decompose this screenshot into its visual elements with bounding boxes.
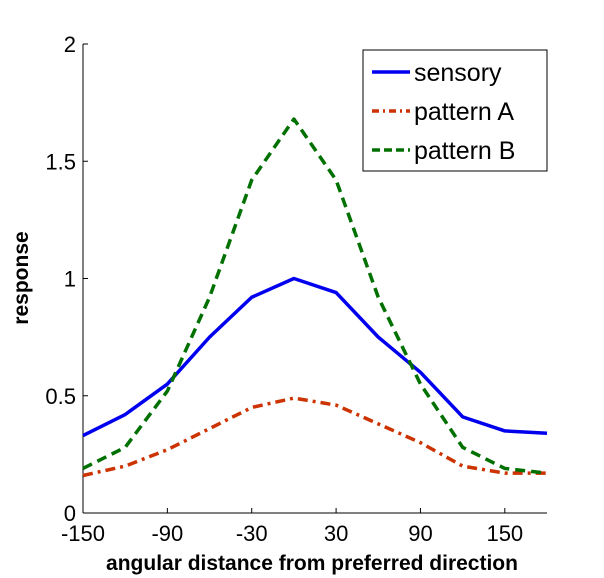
x-tick-label: -150 [61,521,105,546]
series-line-pattern-B [82,117,548,475]
x-tick-label: -30 [236,521,268,546]
y-tick-label: 1 [64,267,76,292]
x-tick-label: 30 [324,521,348,546]
y-tick-label: 0 [64,501,76,526]
y-tick-label: 2 [64,32,76,57]
series-line-sensory [82,276,548,438]
y-tick-label: 1.5 [45,149,76,174]
series-line-pattern-A [82,396,547,478]
x-tick-label: 90 [408,521,432,546]
axis-ticks: -150 -90 -30 30 90 150 0 0.5 1 1.5 2 [45,32,523,546]
data-series [82,117,548,478]
legend: sensory pattern A pattern B [362,49,548,172]
legend-entry: pattern B [414,137,515,165]
x-axis-label: angular distance from preferred directio… [106,552,518,575]
y-axis-label: response [10,231,33,324]
x-tick-label: 150 [486,521,523,546]
legend-entry: pattern A [414,98,514,126]
legend-entry: sensory [414,59,502,87]
y-tick-label: 0.5 [45,384,76,409]
x-tick-label: -90 [151,521,183,546]
